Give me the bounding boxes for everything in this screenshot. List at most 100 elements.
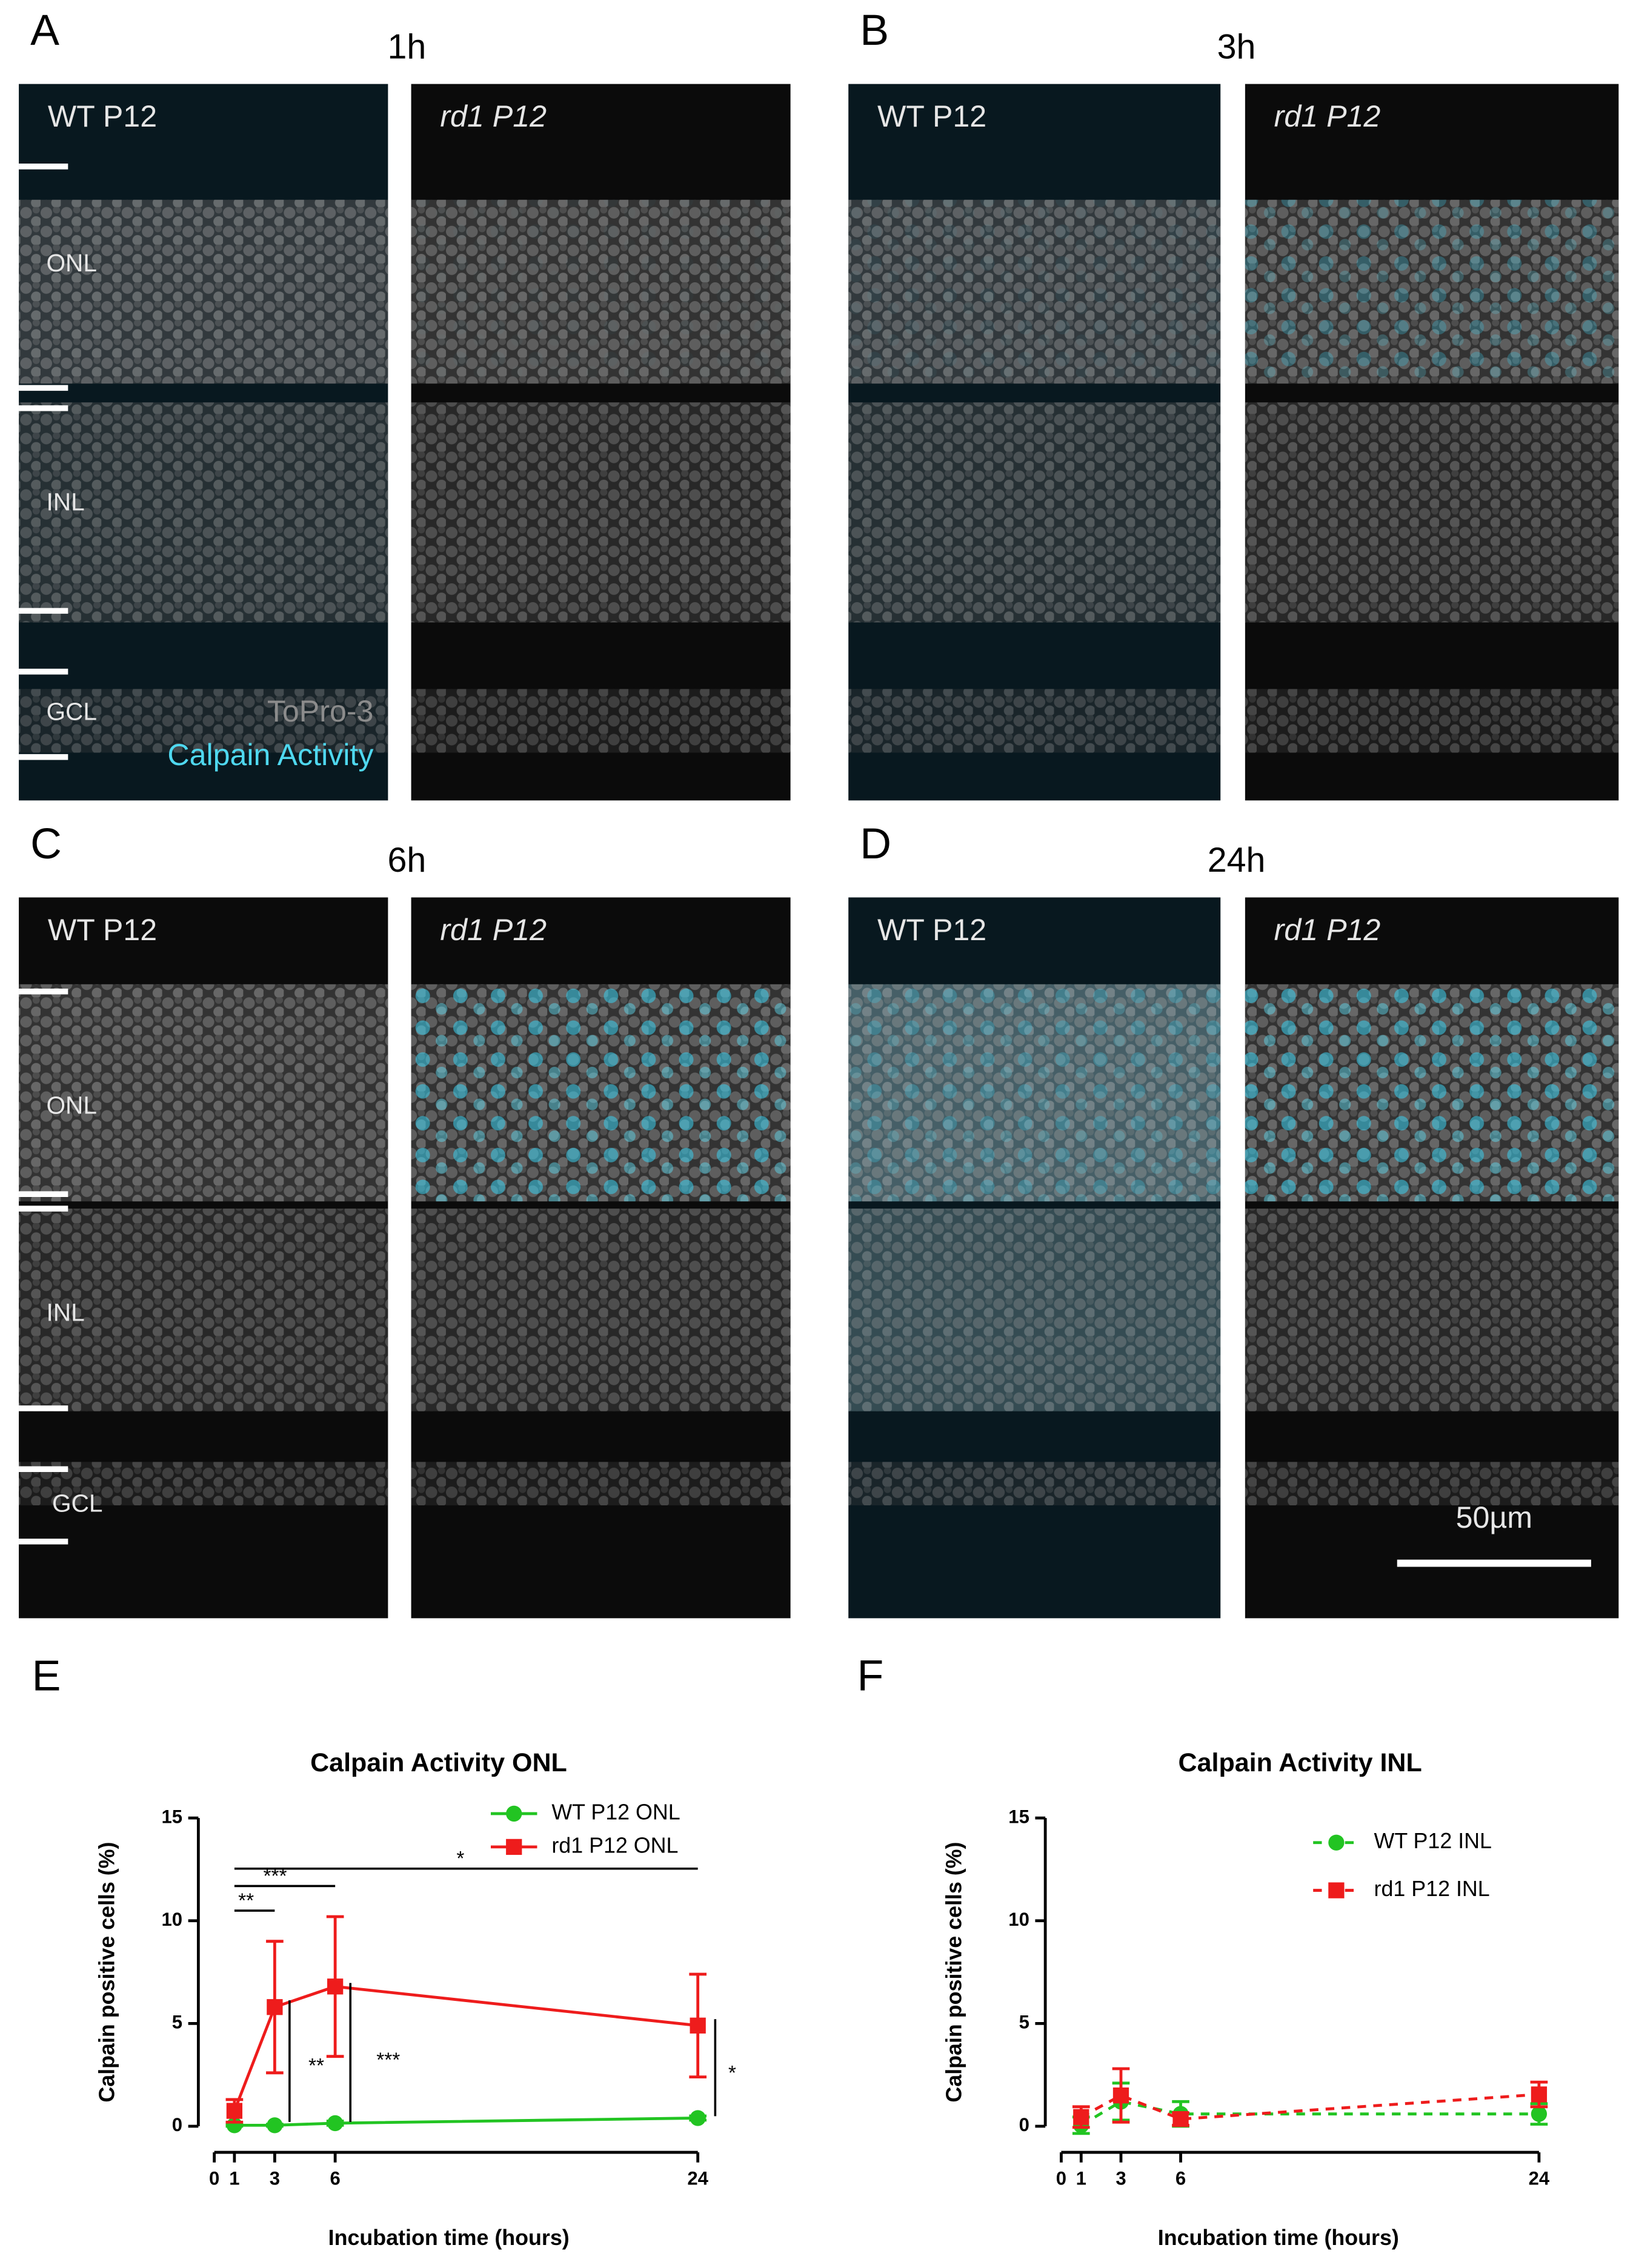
x-tick-label: 24 bbox=[687, 2168, 708, 2189]
layer-label: ONL bbox=[46, 249, 97, 277]
significance-label: * bbox=[456, 1848, 464, 1870]
y-tick-label: 15 bbox=[162, 1806, 183, 1827]
data-point bbox=[690, 2110, 706, 2126]
series-line bbox=[1080, 2100, 1539, 2127]
x-tick-label: 3 bbox=[1116, 2168, 1126, 2189]
image-label: WT P12 bbox=[48, 913, 157, 947]
nuclei-texture bbox=[1245, 1462, 1619, 1505]
x-tick-label: 6 bbox=[1175, 2168, 1186, 2189]
nuclei-texture bbox=[848, 689, 1221, 753]
y-axis-label: Calpain positive cells (%) bbox=[942, 1842, 966, 2103]
chart-title: Calpain Activity ONL bbox=[310, 1748, 567, 1777]
time-label: 6h bbox=[388, 841, 427, 880]
layer-label: GCL bbox=[46, 698, 97, 726]
x-tick-label: 6 bbox=[330, 2168, 341, 2189]
data-point bbox=[1531, 2106, 1548, 2122]
legend-label: rd1 P12 INL bbox=[1374, 1877, 1490, 1901]
nuclei-texture bbox=[848, 402, 1221, 623]
data-point bbox=[327, 2115, 344, 2132]
legend-marker bbox=[1328, 1882, 1345, 1898]
data-point bbox=[267, 2117, 283, 2134]
stain-label: Calpain Activity bbox=[167, 738, 373, 772]
time-label: 24h bbox=[1208, 841, 1266, 880]
scale-label: 50µm bbox=[1456, 1500, 1532, 1534]
layer-label: INL bbox=[46, 488, 84, 516]
calpain-signal bbox=[1245, 199, 1619, 384]
y-tick-label: 0 bbox=[1019, 2114, 1029, 2135]
data-point bbox=[1531, 2086, 1548, 2103]
legend-marker bbox=[1328, 1834, 1345, 1851]
x-axis-label: Incubation time (hours) bbox=[1158, 2226, 1399, 2250]
image-label: rd1 P12 bbox=[1274, 99, 1381, 133]
y-tick-label: 15 bbox=[1008, 1806, 1029, 1827]
nuclei-texture bbox=[848, 1209, 1221, 1411]
series-line bbox=[234, 2117, 698, 2127]
legend-label: rd1 P12 ONL bbox=[551, 1833, 678, 1857]
time-label: 3h bbox=[1217, 27, 1256, 66]
calpain-signal bbox=[848, 199, 1221, 384]
y-tick-label: 10 bbox=[1008, 1909, 1029, 1930]
nuclei-texture bbox=[411, 1209, 791, 1411]
nuclei-texture bbox=[1245, 402, 1619, 623]
series-line bbox=[1080, 2093, 1540, 2121]
series-line bbox=[233, 1984, 698, 2112]
legend-marker bbox=[506, 1839, 522, 1855]
layer-label: ONL bbox=[46, 1092, 97, 1119]
nuclei-texture bbox=[19, 1209, 388, 1411]
data-point bbox=[226, 2103, 243, 2119]
panel-letter: E bbox=[32, 1652, 61, 1700]
nuclei-texture bbox=[411, 1462, 791, 1505]
nuclei-texture bbox=[19, 984, 388, 1202]
panel-letter: D bbox=[860, 820, 891, 868]
data-point bbox=[690, 2017, 706, 2034]
y-tick-label: 5 bbox=[1019, 2012, 1029, 2033]
x-tick-label: 0 bbox=[209, 2168, 219, 2189]
y-tick-label: 10 bbox=[162, 1909, 183, 1930]
stain-label: ToPro-3 bbox=[267, 694, 374, 728]
nuclei-texture bbox=[19, 402, 388, 623]
image-label: rd1 P12 bbox=[1274, 913, 1381, 947]
image-label: WT P12 bbox=[48, 99, 157, 133]
nuclei-texture bbox=[848, 1462, 1221, 1505]
significance-label: ** bbox=[238, 1890, 254, 1912]
layer-label: INL bbox=[46, 1298, 84, 1326]
nuclei-texture bbox=[1245, 1209, 1619, 1411]
legend-label: WT P12 INL bbox=[1374, 1829, 1492, 1853]
significance-label: * bbox=[728, 2062, 736, 2084]
significance-label: ** bbox=[308, 2055, 324, 2077]
x-tick-label: 3 bbox=[270, 2168, 280, 2189]
calpain-signal bbox=[1245, 984, 1619, 1202]
data-point bbox=[267, 1999, 283, 2015]
x-tick-label: 0 bbox=[1056, 2168, 1066, 2189]
nuclei-texture bbox=[19, 199, 388, 384]
panel-letter: C bbox=[30, 820, 62, 868]
y-axis-label: Calpain positive cells (%) bbox=[95, 1842, 119, 2103]
calpain-signal bbox=[411, 984, 791, 1202]
x-tick-label: 24 bbox=[1529, 2168, 1550, 2189]
image-label: WT P12 bbox=[877, 913, 986, 947]
nuclei-texture bbox=[411, 689, 791, 753]
data-point bbox=[1112, 2087, 1129, 2104]
image-label: rd1 P12 bbox=[440, 913, 547, 947]
panel-letter: A bbox=[30, 6, 59, 55]
panel-letter: B bbox=[860, 6, 889, 55]
time-label: 1h bbox=[388, 27, 427, 66]
significance-label: *** bbox=[376, 2049, 400, 2071]
legend-marker bbox=[506, 1805, 522, 1822]
y-tick-label: 5 bbox=[172, 2012, 182, 2033]
panel-letter: F bbox=[857, 1652, 884, 1700]
calpain-signal bbox=[848, 984, 1221, 1202]
data-point bbox=[327, 1978, 344, 1995]
legend-label: WT P12 ONL bbox=[551, 1800, 680, 1824]
chart-title: Calpain Activity INL bbox=[1179, 1748, 1422, 1777]
y-tick-label: 0 bbox=[172, 2114, 182, 2135]
data-point bbox=[1073, 2109, 1089, 2125]
nuclei-texture bbox=[1245, 689, 1619, 753]
image-label: rd1 P12 bbox=[440, 99, 547, 133]
x-tick-label: 1 bbox=[229, 2168, 239, 2189]
data-point bbox=[1172, 2111, 1189, 2127]
nuclei-texture bbox=[411, 402, 791, 623]
nuclei-texture bbox=[19, 1462, 388, 1505]
nuclei-texture bbox=[19, 689, 388, 753]
